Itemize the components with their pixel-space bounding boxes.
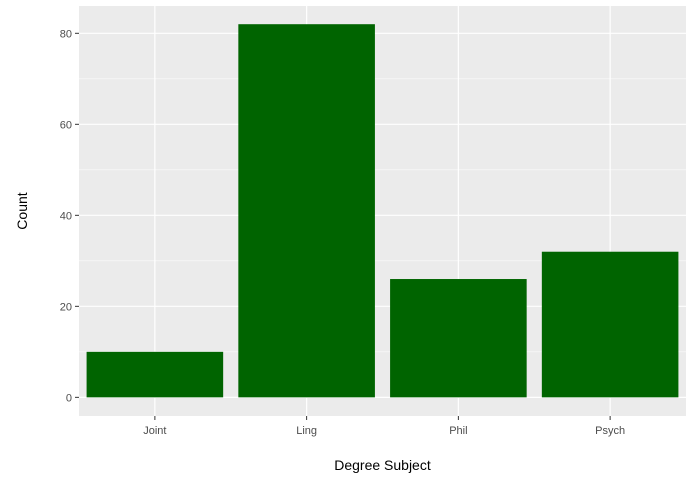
bar-ling xyxy=(238,24,375,398)
x-tick-label: Psych xyxy=(595,425,625,437)
y-axis: 0 20 40 60 80 xyxy=(60,28,79,404)
y-tick-label: 80 xyxy=(60,28,72,40)
x-axis-title: Degree Subject xyxy=(334,457,431,473)
y-tick-label: 0 xyxy=(66,392,72,404)
x-tick-label: Phil xyxy=(449,425,467,437)
y-tick-label: 20 xyxy=(60,301,72,313)
bars xyxy=(86,24,679,398)
y-axis-title: Count xyxy=(14,192,30,229)
x-axis: Joint Ling Phil Psych xyxy=(143,416,625,437)
y-tick-label: 60 xyxy=(60,119,72,131)
bar-phil xyxy=(390,279,527,398)
y-tick-label: 40 xyxy=(60,210,72,222)
x-tick-label: Ling xyxy=(296,425,317,437)
bar-psych xyxy=(541,251,679,398)
bar-joint xyxy=(86,351,224,398)
x-tick-label: Joint xyxy=(143,425,166,437)
